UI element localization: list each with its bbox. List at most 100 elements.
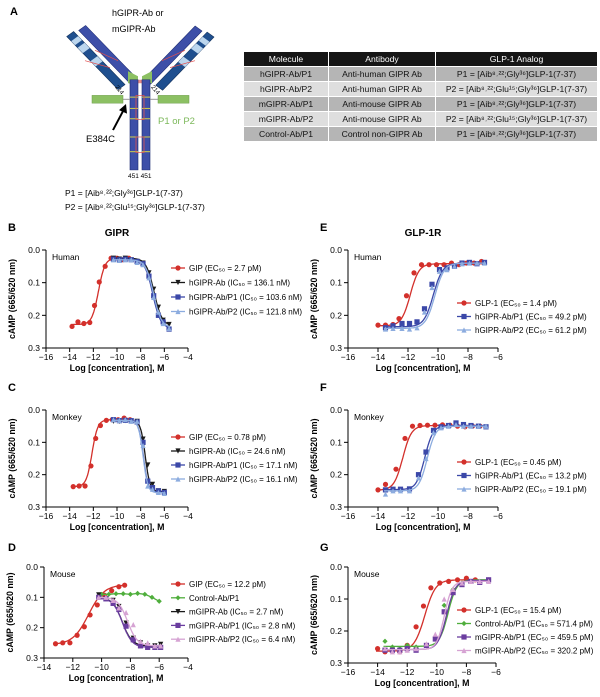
legend-marker <box>461 486 467 492</box>
cell-analog: P2 = [Aib⁸˒²²;Glu¹⁵;Gly³⁶]GLP-1(7-37) <box>435 81 598 97</box>
data-point <box>145 462 151 468</box>
fit-curve <box>384 425 488 492</box>
antibody-diagram: A hGIPR-Ab or mGIPR-Ab <box>10 6 215 212</box>
data-point <box>446 578 452 585</box>
data-point <box>475 423 482 429</box>
legend-marker <box>461 620 467 627</box>
y-tick-label: 0.1 <box>26 592 38 602</box>
data-point <box>389 649 395 655</box>
data-point <box>142 591 148 597</box>
data-point <box>130 622 136 628</box>
data-point <box>67 640 73 646</box>
cell-antibody: Anti-human GIPR Ab <box>328 66 436 82</box>
series-0 <box>70 415 133 490</box>
cell-analog: P1 = [Aib⁸˒²²;Gly³⁶]GLP-1(7-37) <box>435 66 598 82</box>
species-label: Monkey <box>52 412 83 422</box>
data-point <box>122 257 128 263</box>
data-point <box>70 484 76 490</box>
legend-item: mGIPR-Ab (IC₅₀ = 2.7 nM) <box>171 608 284 617</box>
residue-heavy-451: 451 451 <box>128 173 152 180</box>
data-point <box>116 417 122 423</box>
legend-label: hGIPR-Ab (IC₅₀ = 136.1 nM) <box>189 279 290 288</box>
data-point <box>481 260 488 266</box>
legend-label: hGIPR-Ab/P2 (EC₅₀ = 61.2 pM) <box>475 326 587 335</box>
x-tick-label: −8 <box>136 352 146 362</box>
table-row: Control-Ab/P1 Control non-GIPR Ab P1 = [Ai… <box>243 126 598 142</box>
series-0 <box>375 422 483 493</box>
y-tick-label: 0.1 <box>330 594 342 604</box>
series-0 <box>69 255 132 330</box>
x-tick-label: −6 <box>159 352 169 362</box>
data-point <box>140 439 146 445</box>
species-label: Mouse <box>354 569 380 579</box>
legend-item: Control-Ab/P1 <box>171 594 240 603</box>
legend-label: GIP (EC₅₀ = 2.7 pM) <box>189 264 262 273</box>
legend-item: hGIPR-Ab (IC₅₀ = 136.1 nM) <box>171 279 290 288</box>
x-tick-label: −6 <box>159 511 169 521</box>
cell-molecule: mGIPR-Ab/P2 <box>243 111 329 127</box>
data-point <box>430 430 437 436</box>
data-point <box>421 309 428 315</box>
y-tick-label: 0.2 <box>28 470 40 480</box>
cell-antibody: Control non-GIPR Ab <box>328 126 436 142</box>
y-tick-label: 0.3 <box>26 653 38 663</box>
data-point <box>134 418 140 424</box>
series-1 <box>99 590 162 604</box>
legend-label: mGIPR-Ab/P2 (EC₅₀ = 320.2 pM) <box>475 647 594 656</box>
right-fab-arm <box>143 25 215 91</box>
y-tick-label: 0.1 <box>28 278 40 288</box>
y-axis-label: cAMP (665/620 nm) <box>5 572 15 652</box>
cell-molecule: hGIPR-Ab/P1 <box>243 66 329 82</box>
y-tick-label: 0.2 <box>28 310 40 320</box>
y-tick-label: 0.3 <box>330 658 342 668</box>
x-axis-label: Log [concentration], M <box>70 363 165 373</box>
data-point <box>454 577 461 583</box>
cell-molecule: Control-Ab/P1 <box>243 126 329 142</box>
cell-antibody: Anti-mouse GIPR Ab <box>328 96 436 112</box>
legend-item: hGIPR-Ab/P2 (EC₅₀ = 19.1 pM) <box>457 485 587 494</box>
legend-item: mGIPR-Ab/P2 (IC₅₀ = 6.4 nM) <box>171 635 296 644</box>
legend-label: mGIPR-Ab (IC₅₀ = 2.7 nM) <box>189 608 284 617</box>
data-point <box>463 575 469 581</box>
data-point <box>438 425 444 431</box>
y-tick-label: 0.3 <box>28 502 40 512</box>
legend-marker <box>461 313 467 320</box>
y-axis-label: cAMP (665/620 nm) <box>309 575 319 655</box>
legend-marker <box>175 434 181 440</box>
legend-marker <box>461 327 467 333</box>
data-point <box>382 638 388 644</box>
data-point <box>375 646 381 652</box>
data-point <box>445 423 452 429</box>
legend-marker <box>175 294 181 300</box>
y-tick-label: 0.1 <box>330 278 342 288</box>
x-tick-label: −10 <box>110 352 125 362</box>
fit-curve <box>70 257 130 326</box>
series-1 <box>382 420 489 493</box>
legend-marker <box>461 300 467 306</box>
data-point <box>155 489 162 496</box>
chart-title: GLP-1R <box>405 228 442 239</box>
legend-label: Control-Ab/P1 <box>189 594 240 603</box>
panel-letter: D <box>8 542 16 554</box>
x-tick-label: −14 <box>371 352 386 362</box>
data-point <box>409 423 416 429</box>
x-tick-label: −12 <box>86 352 101 362</box>
cell-molecule: hGIPR-Ab/P2 <box>243 81 329 97</box>
data-point <box>103 417 109 423</box>
y-tick-label: 0.0 <box>330 245 342 255</box>
panel-letter: E <box>320 222 327 234</box>
x-tick-label: −14 <box>37 662 52 672</box>
x-tick-label: −8 <box>463 352 473 362</box>
arrow-icon <box>112 104 127 131</box>
data-point <box>97 422 104 429</box>
data-point <box>428 585 434 591</box>
legend-label: hGIPR-Ab/P1 (EC₅₀ = 49.2 pM) <box>475 313 587 322</box>
panel-letter: C <box>8 382 16 394</box>
data-point <box>415 472 422 478</box>
data-point <box>432 636 438 642</box>
data-point <box>103 594 109 600</box>
x-axis-label: Log [concentration], M <box>376 363 471 373</box>
data-point <box>399 320 405 327</box>
data-point <box>82 483 88 489</box>
data-point <box>87 612 93 618</box>
